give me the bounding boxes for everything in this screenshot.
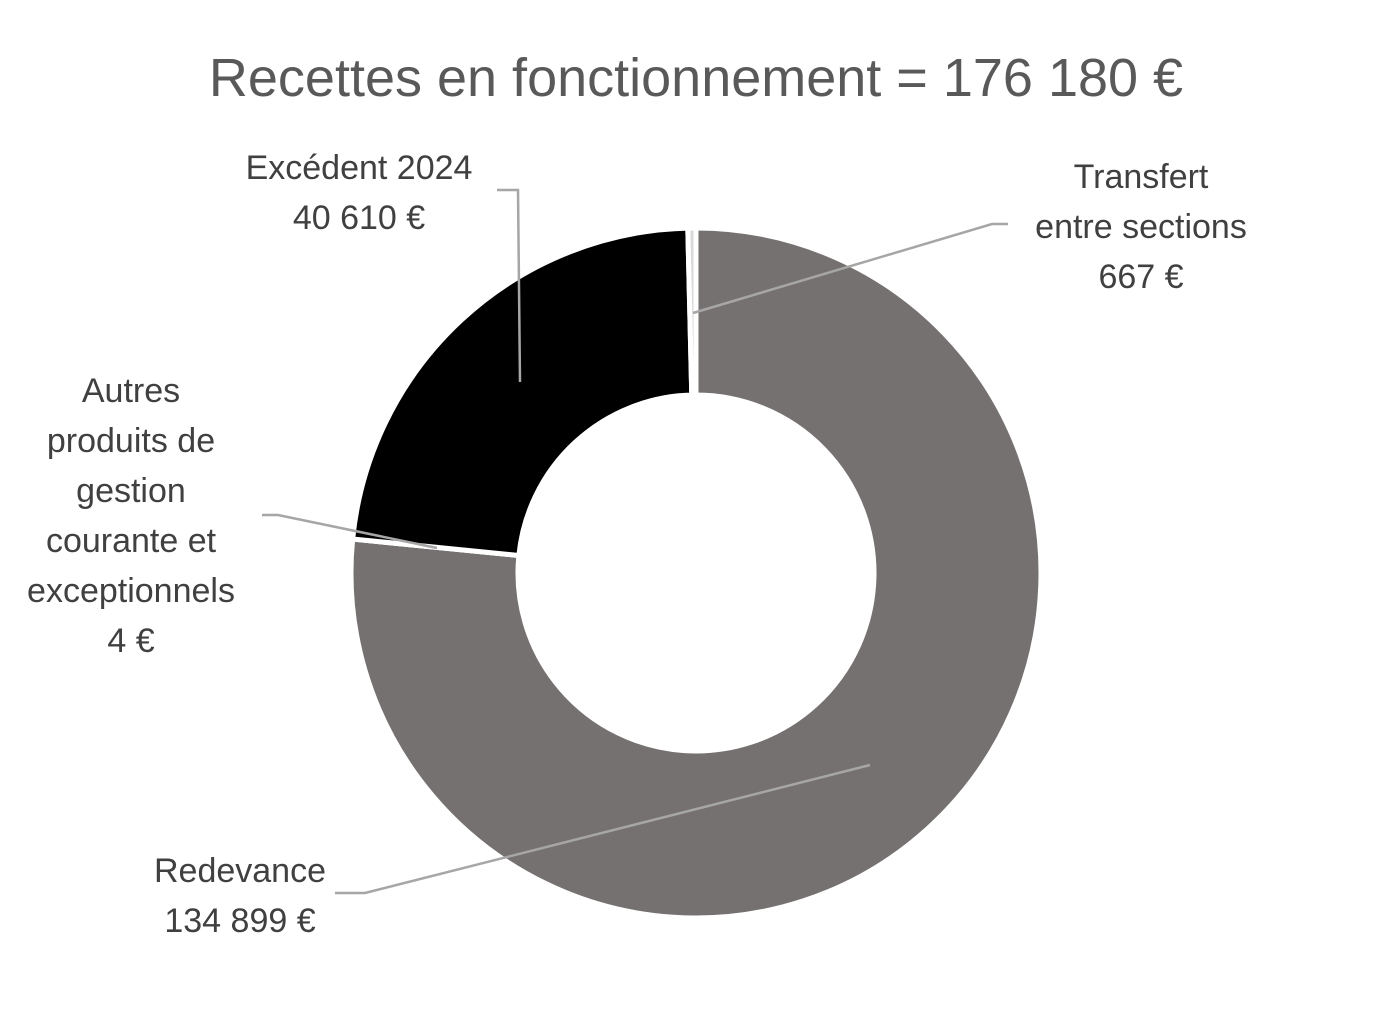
data-label-redevance: Redevance 134 899 € [154,852,326,940]
slice-excedent-2024 [350,225,695,558]
data-label-transfert-entre-sections: Transfert entre sections 667 € [1035,158,1247,296]
data-label-autres-produits-de-gestion-courante-et-exceptionnels: Autres produits de gestion courante et excep… [27,372,235,660]
leader-line-excedent-2024 [497,188,522,383]
chart-title: Recettes en fonctionnement = 176 180 € [209,48,1183,108]
leader-line-redevance [335,763,871,895]
data-label-excedent-2024: Excédent 2024 40 610 € [246,149,473,237]
leader-line-transfert-entre-sections [692,222,1008,315]
donut-slices [348,225,1044,921]
leader-lines [262,188,1008,895]
slice-transfert-entre-sections [685,225,699,398]
leader-line-autres-produits-de-gestion-courante-et-exceptionnels [262,513,438,550]
data-labels: Redevance 134 899 € Autres produits de gesti… [27,149,1247,940]
slice-redevance [348,225,1044,921]
